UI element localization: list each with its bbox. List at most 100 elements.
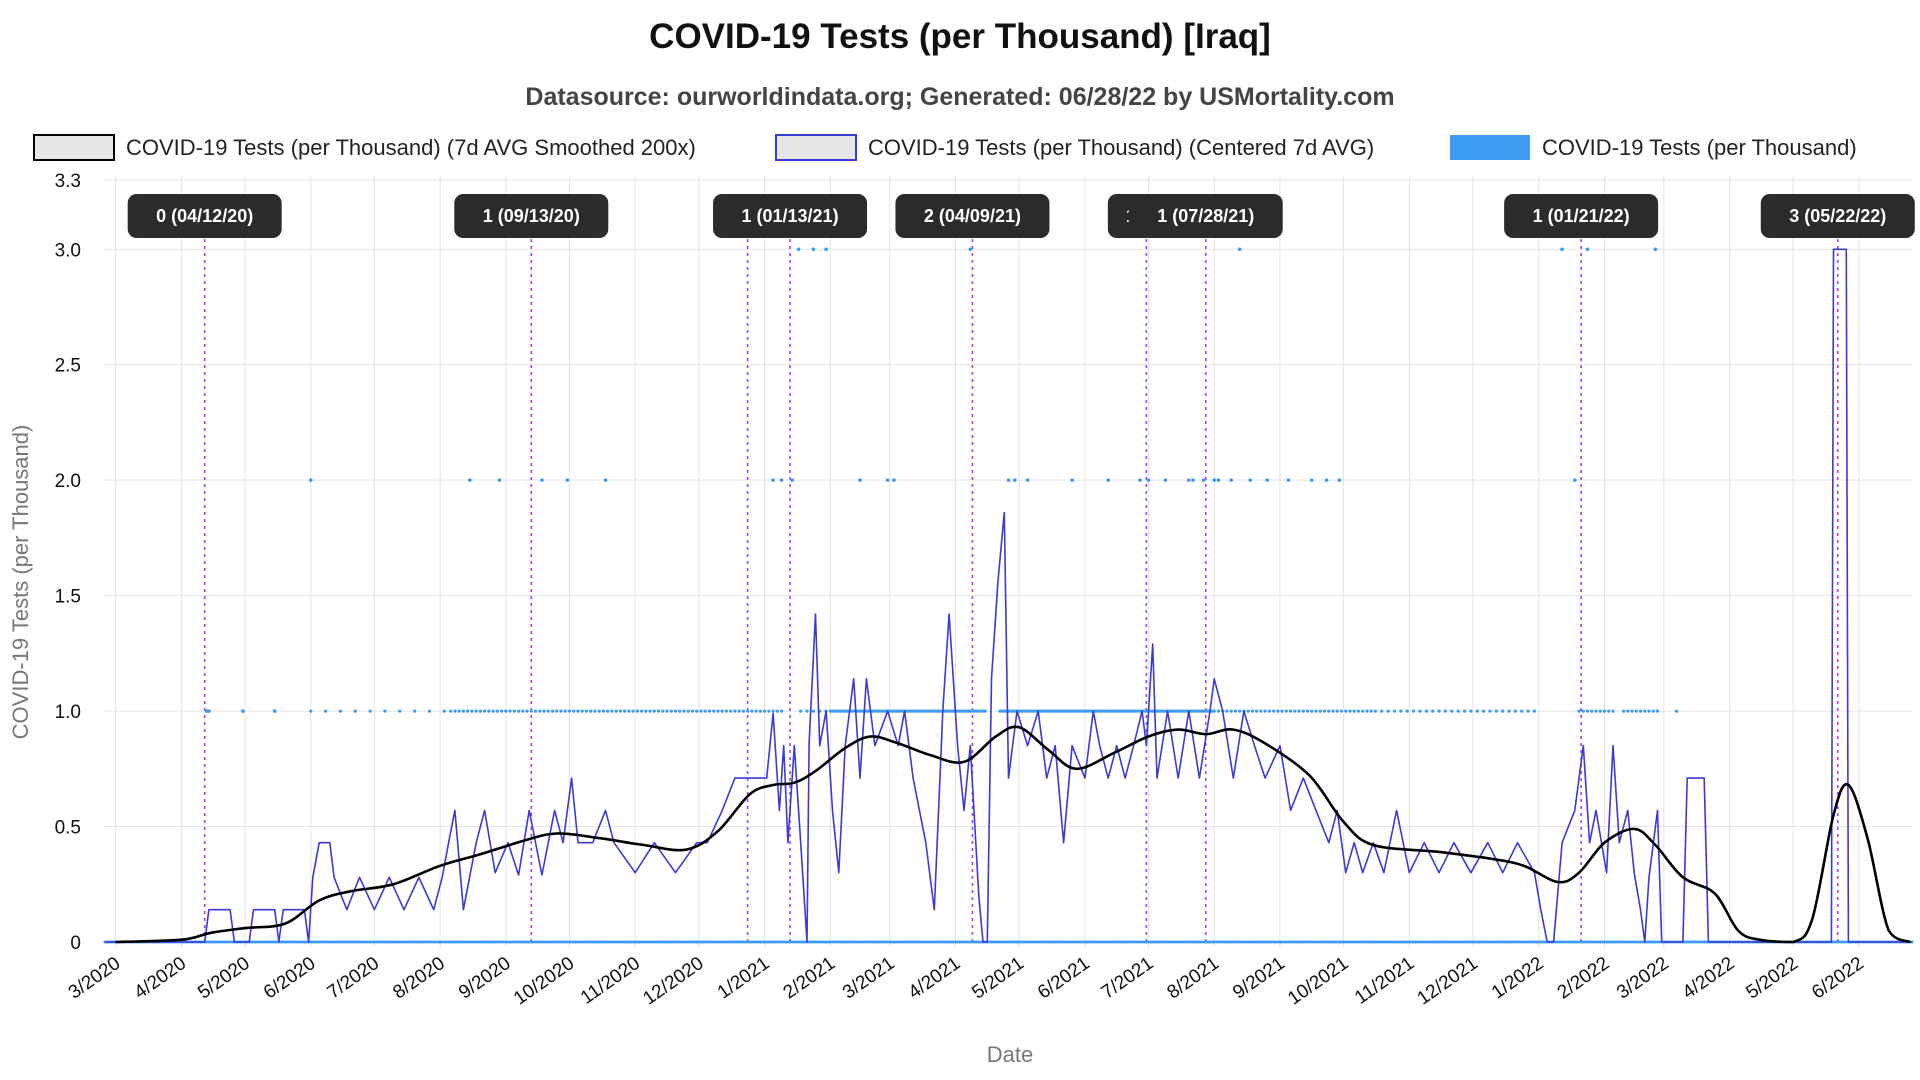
raw-point xyxy=(1314,709,1318,713)
raw-point xyxy=(540,940,544,944)
raw-point xyxy=(211,940,215,944)
raw-point xyxy=(567,709,572,713)
raw-point xyxy=(1359,940,1363,944)
raw-point xyxy=(845,940,849,944)
raw-point xyxy=(400,940,404,944)
raw-point xyxy=(470,709,474,713)
raw-point xyxy=(1335,709,1339,713)
raw-point xyxy=(786,940,790,944)
raw-point xyxy=(351,940,355,944)
raw-point xyxy=(724,940,728,944)
raw-point xyxy=(973,940,977,944)
raw-point xyxy=(1583,940,1587,944)
raw-point xyxy=(1685,940,1689,944)
raw-point xyxy=(1337,478,1342,482)
raw-point xyxy=(1070,940,1074,944)
raw-point xyxy=(1575,940,1579,944)
raw-point xyxy=(1286,478,1291,482)
raw-point xyxy=(620,940,624,944)
raw-point xyxy=(506,940,510,944)
raw-point xyxy=(1019,940,1023,944)
raw-point xyxy=(642,940,646,944)
raw-point xyxy=(1834,940,1838,944)
raw-point xyxy=(1526,940,1530,944)
raw-point xyxy=(968,940,972,944)
raw-point xyxy=(1040,940,1044,944)
raw-point xyxy=(1049,940,1053,944)
raw-point xyxy=(411,940,415,944)
raw-point xyxy=(635,940,639,944)
raw-point xyxy=(1106,478,1110,482)
raw-point xyxy=(1632,940,1636,944)
raw-point xyxy=(273,940,277,944)
raw-point xyxy=(1492,940,1496,944)
raw-point xyxy=(595,940,599,944)
raw-point xyxy=(1689,940,1693,944)
raw-point xyxy=(347,940,351,944)
y-tick-label: 2.5 xyxy=(55,356,81,377)
raw-point xyxy=(1594,940,1598,944)
x-axis-label: Date xyxy=(987,1042,1033,1067)
raw-point xyxy=(1602,709,1607,713)
raw-point xyxy=(724,709,729,713)
raw-point xyxy=(565,478,570,482)
raw-point xyxy=(1588,940,1592,944)
y-tick-label: 1.5 xyxy=(55,587,81,608)
raw-point xyxy=(383,709,387,713)
raw-point xyxy=(1244,940,1248,944)
raw-point xyxy=(1272,709,1276,713)
raw-point xyxy=(453,940,457,944)
raw-point xyxy=(1072,940,1076,944)
raw-point xyxy=(1503,940,1507,944)
raw-point xyxy=(1507,709,1511,713)
raw-point xyxy=(230,940,234,944)
raw-point xyxy=(576,709,580,713)
raw-point xyxy=(809,940,813,944)
raw-point xyxy=(729,940,733,944)
raw-point xyxy=(205,940,209,944)
raw-point xyxy=(818,940,822,944)
raw-point xyxy=(419,940,423,944)
x-tick-label: 12/2021 xyxy=(1414,953,1482,1010)
raw-point xyxy=(1454,940,1458,944)
annotation-label: 1 (07/28/21) xyxy=(1128,194,1283,238)
raw-point xyxy=(830,940,834,944)
raw-point xyxy=(510,940,514,944)
raw-point xyxy=(1318,709,1322,713)
raw-point xyxy=(606,709,610,713)
raw-point xyxy=(1651,709,1655,713)
raw-point xyxy=(467,478,472,482)
raw-point xyxy=(1297,940,1301,944)
raw-point xyxy=(722,940,726,944)
annotation-box xyxy=(127,194,282,238)
raw-point xyxy=(990,940,994,944)
raw-point xyxy=(260,940,264,944)
raw-point xyxy=(1655,940,1659,944)
raw-point xyxy=(746,940,750,944)
raw-point xyxy=(1102,940,1106,944)
raw-point xyxy=(470,940,474,944)
raw-point xyxy=(215,940,219,944)
raw-point xyxy=(1380,940,1384,944)
raw-point xyxy=(228,940,232,944)
raw-point xyxy=(366,940,370,944)
legend-swatch-centered[interactable] xyxy=(775,134,857,161)
raw-point xyxy=(1219,940,1223,944)
raw-point xyxy=(1074,940,1078,944)
raw-point xyxy=(1216,478,1221,482)
raw-point xyxy=(614,940,618,944)
raw-point xyxy=(1494,940,1498,944)
raw-point xyxy=(1144,940,1148,944)
raw-point xyxy=(1653,940,1657,944)
raw-point xyxy=(1265,478,1270,482)
legend-swatch-raw[interactable] xyxy=(1450,135,1530,160)
raw-point xyxy=(676,940,680,944)
series-line-smoothed-7d-avg xyxy=(115,725,1911,944)
raw-point xyxy=(1208,940,1212,944)
raw-point xyxy=(1484,940,1488,944)
raw-point xyxy=(608,940,612,944)
raw-point xyxy=(752,940,756,944)
raw-point xyxy=(894,940,898,944)
raw-point xyxy=(1261,940,1265,944)
legend-swatch-smoothed[interactable] xyxy=(33,134,115,161)
